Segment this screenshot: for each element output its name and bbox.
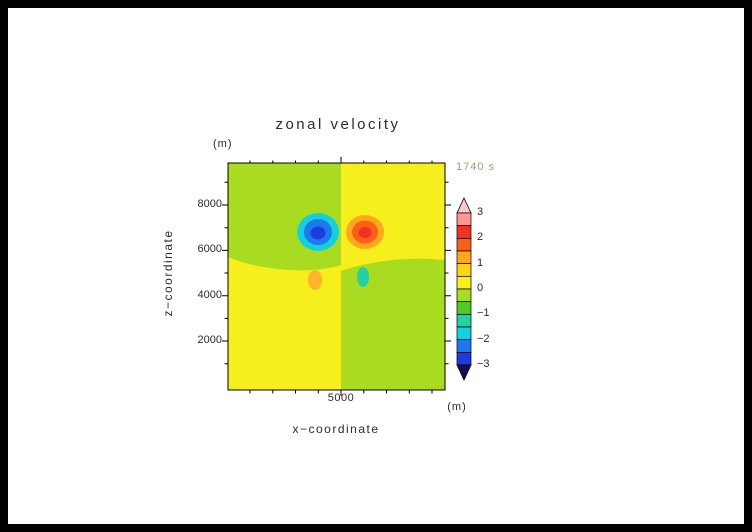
timestamp-label: 1740 s [456,161,496,173]
positive-core-inner [358,227,372,238]
x-axis-label: x−coordinate [292,422,380,436]
y-tick-8000: 8000 [197,198,222,210]
region-lower-right-negative [341,258,445,390]
colorbar-band [456,326,472,341]
colorbar-band [456,212,472,227]
colorbar [456,197,472,381]
axis-ticks [222,157,451,396]
chart-title: zonal velocity [275,116,401,133]
x-axis-unit-label: (m) [447,401,467,413]
colorbar-label: −2 [477,332,490,345]
x-tick-5000: 5000 [327,392,355,404]
negative-core-inner [310,226,326,240]
colorbar-band [456,301,472,315]
colorbar-band [456,225,472,239]
colorbar-over-arrow [456,197,472,214]
colorbar-labels: 3 2 1 0 −1 −2 −3 [477,196,507,388]
colorbar-band [456,250,472,265]
colorbar-label: −1 [477,307,490,320]
colorbar-band [456,263,472,277]
colorbar-label: −3 [477,358,490,370]
y-axis-label: z−coordinate [161,229,175,317]
secondary-positive-blob [308,270,322,290]
colorbar-label: 0 [477,282,484,294]
colorbar-band [456,339,472,353]
velocity-field-plot [222,157,451,396]
secondary-negative-blob [357,267,369,287]
y-tick-2000: 2000 [197,334,222,346]
colorbar-band [456,351,472,366]
colorbar-band [456,313,472,328]
colorbar-band [456,275,472,290]
colorbar-band [456,288,472,303]
y-tick-6000: 6000 [197,243,222,255]
y-tick-4000: 4000 [197,289,222,301]
colorbar-label: 3 [477,206,484,218]
y-axis-unit-label: (m) [213,138,233,150]
colorbar-under-arrow [456,364,472,381]
colorbar-label: 2 [477,231,484,244]
plot-frame [227,162,446,391]
colorbar-label: 1 [477,256,484,269]
colorbar-band [456,237,472,252]
